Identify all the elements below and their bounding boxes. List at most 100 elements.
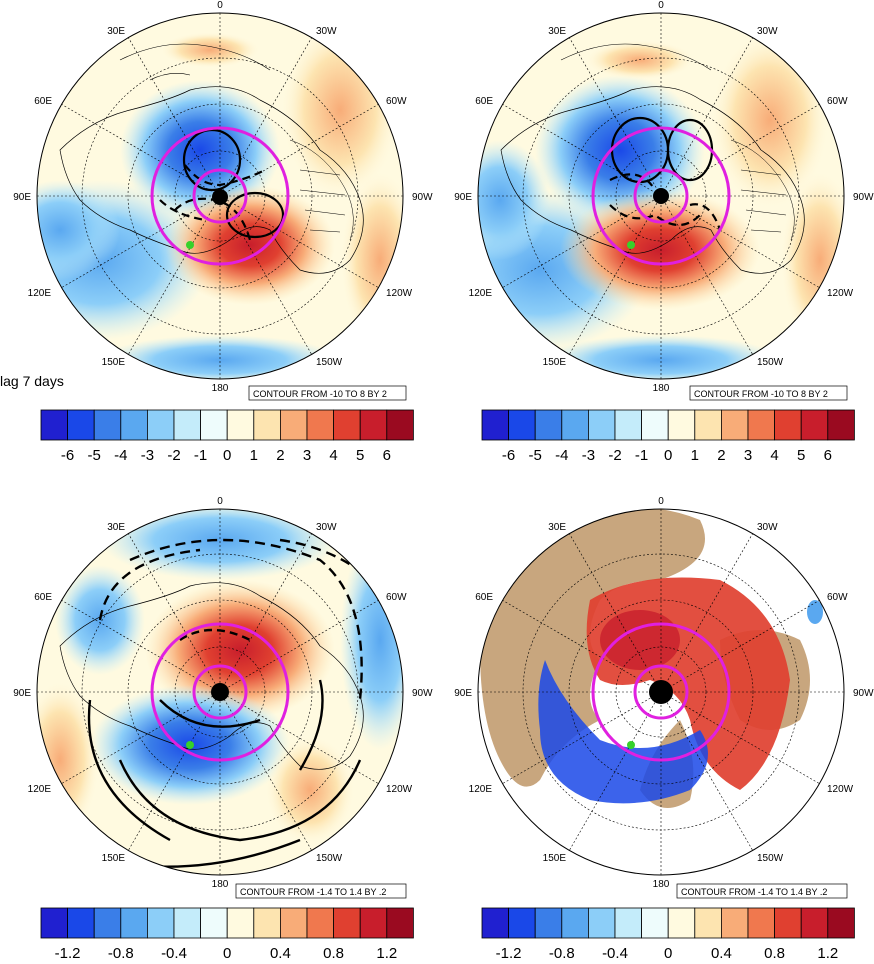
- colorbar-tick-label: -6: [61, 447, 74, 464]
- colorbar-swatch: [120, 907, 148, 939]
- colorbar-tick-label: -3: [141, 447, 154, 464]
- lon-label-30e: 30E: [548, 522, 566, 533]
- colorbar-swatch: [226, 409, 255, 441]
- contour-info-text: CONTOUR FROM -10 TO 8 BY 2: [253, 389, 387, 399]
- map-boundary: [36, 508, 404, 876]
- panel-top-right: 0 30E 30W 60E 60W 90E 90W 120E 120W 150E…: [454, 0, 874, 401]
- lon-label-90e: 90E: [454, 688, 472, 699]
- colorbar-swatch: [774, 409, 802, 441]
- colorbar-swatch: [200, 907, 228, 939]
- colorbar-swatch: [561, 907, 589, 939]
- lon-label-150w: 150W: [757, 357, 784, 368]
- field-bottom-left: [37, 509, 403, 875]
- lon-label-60e: 60E: [475, 96, 493, 107]
- colorbar-tick-label: 0: [223, 945, 231, 962]
- colorbar-tick-label: 5: [356, 447, 364, 464]
- colorbar-tick-label: 0: [223, 447, 231, 464]
- colorbar-tick-label: 0.4: [270, 945, 291, 962]
- colorbar-swatch: [146, 907, 175, 939]
- contour-info-text: CONTOUR FROM -1.4 TO 1.4 BY .2: [240, 887, 386, 897]
- colorbar-tick-label: -4: [555, 447, 568, 464]
- colorbar-tick-label: 1: [250, 447, 258, 464]
- colorbar-swatch: [721, 907, 749, 939]
- colorbar-swatch: [253, 409, 281, 441]
- lon-label-180: 180: [212, 879, 229, 890]
- colorbar-tick-label: 4: [770, 447, 778, 464]
- lon-label-150w: 150W: [316, 357, 343, 368]
- colorbar-bottom-left: -1.2 -0.8 -0.4 0 0.4 0.8 1.2: [40, 907, 414, 962]
- colorbar-swatch: [614, 907, 643, 939]
- colorbar-tick-label: 6: [383, 447, 391, 464]
- colorbar-tick-label: -0.4: [602, 945, 628, 962]
- colorbar-swatch: [386, 907, 414, 939]
- contour-info-text: CONTOUR FROM -10 TO 8 BY 2: [694, 389, 828, 399]
- panel-bottom-right: 0 30E 30W 60E 60W 90E 90W 120E 120W 150E…: [454, 496, 874, 899]
- colorbar-bottom-right: -1.2 -0.8 -0.4 0 0.4 0.8 1.2: [481, 907, 855, 962]
- colorbar-swatch: [694, 409, 722, 441]
- lon-label-30e: 30E: [107, 26, 125, 37]
- colorbar-swatch: [359, 907, 388, 939]
- colorbar-swatch: [146, 409, 175, 441]
- contour-info-box: [235, 883, 407, 899]
- colorbar-tick-label: -4: [114, 447, 127, 464]
- colorbar-swatch: [333, 409, 361, 441]
- colorbar-swatch: [614, 409, 643, 441]
- colorbar-swatch: [173, 907, 202, 939]
- lon-label-120w: 120W: [827, 784, 854, 795]
- colorbar-tick-label: 0.4: [711, 945, 732, 962]
- colorbar-tick-label: -0.8: [108, 945, 134, 962]
- lon-label-0: 0: [658, 496, 664, 507]
- colorbar-swatch: [694, 907, 722, 939]
- lon-label-60w: 60W: [386, 96, 407, 107]
- lon-label-150e: 150E: [543, 357, 567, 368]
- lon-label-150w: 150W: [757, 853, 784, 864]
- lon-label-120e: 120E: [469, 784, 493, 795]
- colorbar-swatch: [67, 907, 95, 939]
- colorbar-swatch: [481, 907, 510, 939]
- colorbar-swatch: [774, 907, 802, 939]
- lon-label-60e: 60E: [475, 592, 493, 603]
- colorbar-swatch: [279, 907, 308, 939]
- colorbar-swatch: [641, 907, 669, 939]
- colorbar-tick-label: 3: [744, 447, 752, 464]
- colorbar-swatch: [561, 409, 589, 441]
- lon-label-120e: 120E: [28, 288, 52, 299]
- colorbar-top-left: -6 -5 -4 -3 -2 -1 0 1 2 3 4 5 6: [40, 409, 414, 464]
- colorbar-swatch: [173, 409, 202, 441]
- colorbar-tick-label: -1.2: [55, 945, 81, 962]
- field-top-left: [37, 13, 403, 379]
- colorbar-swatch: [534, 409, 563, 441]
- lon-label-90w: 90W: [853, 192, 874, 203]
- lon-label-120w: 120W: [386, 288, 413, 299]
- lon-label-60e: 60E: [34, 96, 52, 107]
- colorbar-swatch: [359, 409, 388, 441]
- colorbar-tick-label: 1.2: [817, 945, 838, 962]
- station-marker: [627, 241, 635, 249]
- colorbar-swatch: [93, 409, 122, 441]
- colorbar-swatch: [508, 409, 536, 441]
- colorbar-tick-label: -6: [502, 447, 515, 464]
- colorbar-tick-label: -3: [582, 447, 595, 464]
- lon-label-150e: 150E: [543, 853, 567, 864]
- lon-label-0: 0: [217, 496, 223, 507]
- colorbar-swatch: [253, 907, 281, 939]
- colorbar-tick-label: -1.2: [496, 945, 522, 962]
- colorbar-tick-label: 2: [276, 447, 284, 464]
- lon-label-180: 180: [653, 383, 670, 394]
- lon-label-90e: 90E: [13, 192, 31, 203]
- lon-label-30e: 30E: [548, 26, 566, 37]
- lon-label-120w: 120W: [827, 288, 854, 299]
- colorbar-swatch: [588, 907, 616, 939]
- colorbar-tick-label: 0: [664, 447, 672, 464]
- lon-label-30e: 30E: [107, 522, 125, 533]
- lon-label-30w: 30W: [316, 522, 337, 533]
- lon-label-60w: 60W: [827, 96, 848, 107]
- field-top-right: [478, 13, 844, 379]
- lon-label-0: 0: [217, 0, 223, 11]
- colorbar-swatch: [508, 907, 536, 939]
- lon-label-90e: 90E: [13, 688, 31, 699]
- colorbar-swatch: [800, 409, 829, 441]
- contour-info-box: [248, 385, 407, 401]
- lon-label-0: 0: [658, 0, 664, 11]
- colorbar-swatch: [67, 409, 95, 441]
